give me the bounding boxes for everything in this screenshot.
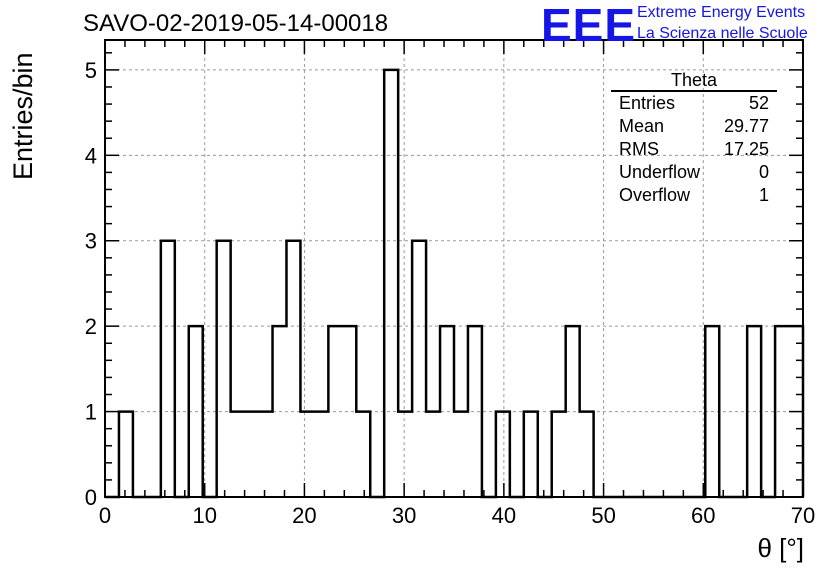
- x-tick-label: 20: [292, 503, 316, 528]
- histogram-bin: [524, 412, 538, 497]
- histogram-bin: [426, 412, 440, 497]
- logo-text-line1: Extreme Energy Events: [637, 4, 806, 21]
- histogram-bin: [552, 412, 566, 497]
- stats-title: Theta: [611, 70, 777, 92]
- y-tick-label: 3: [85, 229, 97, 254]
- x-tick-label: 10: [192, 503, 216, 528]
- axes-frame: [104, 39, 804, 498]
- histogram-bin: [161, 241, 175, 497]
- stats-label: Mean: [619, 116, 665, 136]
- stats-row-underflow: Underflow 0: [611, 161, 777, 184]
- histogram-bin: [245, 412, 259, 497]
- y-tick-label: 1: [85, 400, 97, 425]
- x-tick-label: 70: [791, 503, 815, 528]
- x-tick-label: 40: [492, 503, 516, 528]
- x-tick-label: 0: [99, 503, 111, 528]
- logo-text-line2: La Scienza nelle Scuole: [637, 25, 808, 42]
- stats-label: Overflow: [619, 185, 691, 205]
- stats-row-overflow: Overflow 1: [611, 184, 777, 207]
- y-tick-label: 0: [85, 485, 97, 510]
- eee-logo: EEE: [541, 0, 637, 51]
- stats-box: Theta Entries 52 Mean 29.77 RMS 17.25 Un…: [611, 70, 777, 207]
- y-tick-label: 2: [85, 314, 97, 339]
- histogram-bin: [342, 326, 356, 497]
- histogram-bin: [496, 412, 510, 497]
- x-axis-label: θ [°]: [757, 533, 804, 563]
- chart-title: SAVO-02-2019-05-14-00018: [83, 10, 389, 37]
- y-tick-labels: 0 1 2 3 4 5: [85, 58, 97, 510]
- histogram-bin: [580, 412, 594, 497]
- histogram-bin: [300, 412, 314, 497]
- x-tick-label: 60: [691, 503, 715, 528]
- stats-row-entries: Entries 52: [611, 92, 777, 115]
- stats-label: Entries: [619, 93, 676, 113]
- histogram-bin: [286, 241, 300, 497]
- histogram-bin: [412, 241, 426, 497]
- histogram-bin: [231, 412, 245, 497]
- stats-value: 52: [748, 93, 769, 113]
- x-tick-label: 50: [591, 503, 615, 528]
- stats-value: 1: [758, 185, 769, 205]
- stats-label: RMS: [619, 139, 659, 159]
- histogram-bin: [314, 412, 328, 497]
- y-tick-label: 4: [85, 143, 97, 168]
- plot-frame: [104, 39, 804, 498]
- y-tick-label: 5: [85, 58, 97, 83]
- y-axis-label: Entries/bin: [8, 52, 38, 180]
- histogram-bin: [217, 241, 231, 497]
- x-tick-label: 30: [392, 503, 416, 528]
- histogram-bin: [454, 412, 468, 497]
- histogram-bin: [398, 412, 412, 497]
- stats-row-mean: Mean 29.77: [611, 115, 777, 138]
- stats-value: 29.77: [723, 116, 769, 136]
- histogram-bin: [356, 412, 370, 497]
- stats-row-rms: RMS 17.25: [611, 138, 777, 161]
- stats-value: 17.25: [723, 139, 769, 159]
- stats-value: 0: [758, 162, 769, 182]
- stats-label: Underflow: [619, 162, 701, 182]
- histogram-bin: [384, 70, 398, 497]
- histogram-bin: [119, 412, 133, 497]
- histogram-bin: [259, 412, 273, 497]
- x-tick-labels: 0 10 20 30 40 50 60 70: [99, 503, 815, 528]
